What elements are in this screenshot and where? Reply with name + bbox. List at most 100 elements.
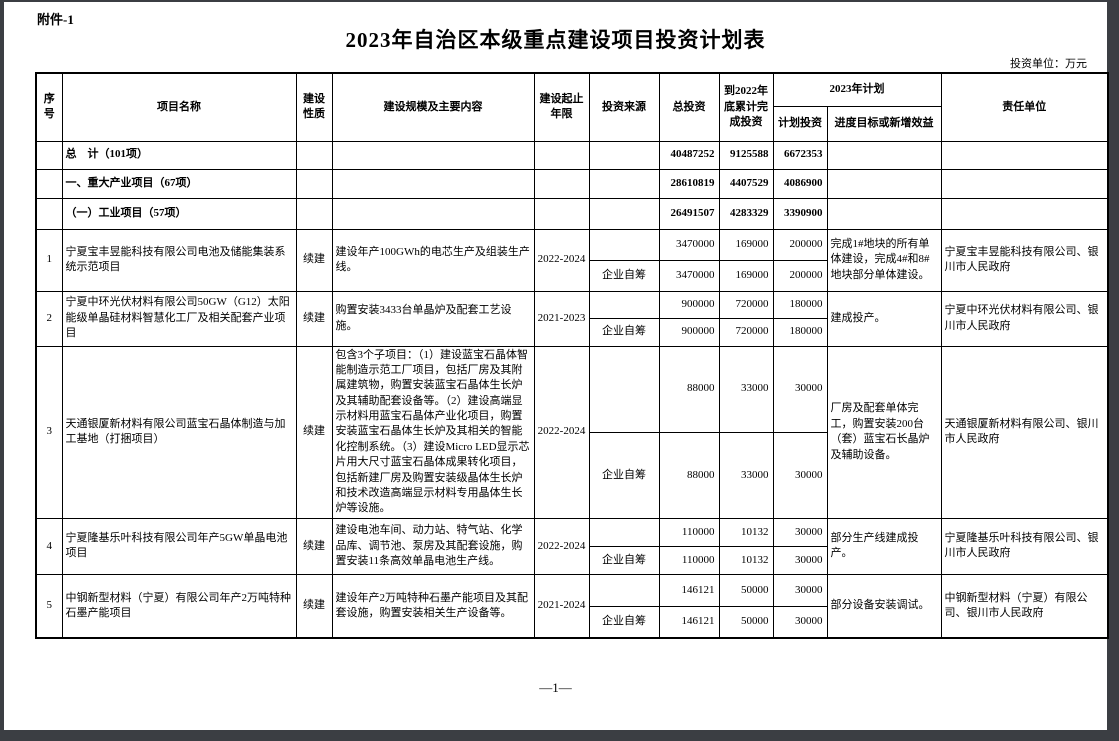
project-row: 1 宁夏宝丰昱能科技有限公司电池及储能集装系统示范项目 续建 建设年产100GW… xyxy=(35,228,1109,292)
cell-index: 4 xyxy=(35,517,63,575)
cell-index xyxy=(35,140,63,170)
cell-responsible-unit: 宁夏宝丰昱能科技有限公司、银川市人民政府 xyxy=(940,228,1109,292)
project-row: 2 宁夏中环光伏材料有限公司50GW（G12）太阳能级单晶硅材料智慧化工厂及相关… xyxy=(35,290,1109,347)
cell-responsible-unit xyxy=(940,197,1109,230)
cell-planned-investment: 30000 xyxy=(772,345,828,433)
page-number: —1— xyxy=(539,680,572,695)
cell-completed-by-2022: 33000 xyxy=(718,345,774,433)
col-header-project-name: 项目名称 xyxy=(61,72,297,142)
cell-years: 2021-2024 xyxy=(533,573,590,639)
cell-source: 企业自筹 xyxy=(588,259,660,292)
col-header-total-investment: 总投资 xyxy=(658,72,720,142)
cell-completed-by-2022: 33000 xyxy=(718,431,774,519)
cell-planned-investment: 6672353 xyxy=(772,140,828,170)
project-row: 3 天通银厦新材料有限公司蓝宝石晶体制造与加工基地（打捆项目） 续建 包含3个子… xyxy=(35,345,1109,519)
cell-source xyxy=(588,345,660,433)
cell-index: 3 xyxy=(35,345,63,519)
cell-source: 企业自筹 xyxy=(588,545,660,575)
summary-row-total: 总 计（101项） 40487252 9125588 6672353 xyxy=(35,140,1109,170)
cell-source xyxy=(588,573,660,607)
cell-scale: 建设电池车间、动力站、特气站、化学品库、调节池、泵房及其配套设施，购置安装11条… xyxy=(331,517,535,575)
cell-completed-by-2022: 4407529 xyxy=(718,168,774,199)
cell-completed-by-2022: 169000 xyxy=(718,259,774,292)
cell-completed-by-2022: 9125588 xyxy=(718,140,774,170)
cell-completed-by-2022: 50000 xyxy=(718,605,774,639)
cell-total-investment: 26491507 xyxy=(658,197,720,230)
col-header-source: 投资来源 xyxy=(588,72,660,142)
cell-planned-investment: 200000 xyxy=(772,228,828,261)
cell-scale: 包含3个子项目：（1）建设蓝宝石晶体智能制造示范工厂项目，包括厂房及其附属建筑物… xyxy=(331,345,535,519)
cell-total-investment: 3470000 xyxy=(658,228,720,261)
cell-progress-target xyxy=(826,197,942,230)
cell-source xyxy=(588,228,660,261)
cell-scale xyxy=(331,197,535,230)
cell-scale xyxy=(331,168,535,199)
col-header-index: 序号 xyxy=(35,72,63,142)
cell-total-investment: 28610819 xyxy=(658,168,720,199)
cell-total-investment: 110000 xyxy=(658,517,720,547)
cell-scale: 购置安装3433台单晶炉及配套工艺设施。 xyxy=(331,290,535,347)
header-row-1: 序号 项目名称 建设性质 建设规模及主要内容 建设起止年限 投资来源 总投资 到… xyxy=(35,72,1109,142)
cell-planned-investment: 30000 xyxy=(772,545,828,575)
project-subrow: 企业自筹 88000 33000 30000 xyxy=(36,431,1108,519)
cell-summary-name: （一）工业项目（57项） xyxy=(61,197,297,230)
project-subrow: 企业自筹 146121 50000 30000 xyxy=(36,605,1108,639)
cell-project-name: 宁夏宝丰昱能科技有限公司电池及储能集装系统示范项目 xyxy=(61,228,297,292)
cell-index: 2 xyxy=(35,290,63,347)
cell-index: 1 xyxy=(35,228,63,292)
cell-responsible-unit xyxy=(940,168,1109,199)
cell-source xyxy=(588,168,660,199)
cell-responsible-unit: 宁夏隆基乐叶科技有限公司、银川市人民政府 xyxy=(940,517,1109,575)
cell-source xyxy=(588,140,660,170)
cell-completed-by-2022: 10132 xyxy=(718,517,774,547)
cell-years: 2022-2024 xyxy=(533,517,590,575)
cell-total-investment: 110000 xyxy=(658,545,720,575)
project-subrow: 企业自筹 3470000 169000 200000 xyxy=(36,259,1108,292)
project-row: 5 中钢新型材料（宁夏）有限公司年产2万吨特种石墨产能项目 续建 建设年产2万吨… xyxy=(35,573,1109,639)
col-header-responsible-unit: 责任单位 xyxy=(940,72,1109,142)
col-header-scale: 建设规模及主要内容 xyxy=(331,72,535,142)
cell-planned-investment: 30000 xyxy=(772,517,828,547)
cell-years xyxy=(533,168,590,199)
cell-nature: 续建 xyxy=(295,228,333,292)
cell-completed-by-2022: 720000 xyxy=(718,317,774,347)
cell-project-name: 宁夏中环光伏材料有限公司50GW（G12）太阳能级单晶硅材料智慧化工厂及相关配套… xyxy=(61,290,297,347)
cell-nature: 续建 xyxy=(295,517,333,575)
cell-responsible-unit: 中钢新型材料（宁夏）有限公司、银川市人民政府 xyxy=(940,573,1109,639)
cell-project-name: 中钢新型材料（宁夏）有限公司年产2万吨特种石墨产能项目 xyxy=(61,573,297,639)
cell-source: 企业自筹 xyxy=(588,605,660,639)
cell-responsible-unit: 宁夏中环光伏材料有限公司、银川市人民政府 xyxy=(940,290,1109,347)
cell-years: 2022-2024 xyxy=(533,228,590,292)
header-row-2: 计划投资 进度目标或新增效益 xyxy=(36,105,1108,142)
col-header-years: 建设起止年限 xyxy=(533,72,590,142)
cell-index: 5 xyxy=(35,573,63,639)
attachment-label: 附件-1 xyxy=(37,12,74,27)
cell-project-name: 宁夏隆基乐叶科技有限公司年产5GW单晶电池项目 xyxy=(61,517,297,575)
cell-progress-target: 完成1#地块的所有单体建设，完成4#和8#地块部分单体建设。 xyxy=(826,228,942,292)
cell-total-investment: 146121 xyxy=(658,605,720,639)
cell-total-investment: 900000 xyxy=(658,317,720,347)
cell-total-investment: 88000 xyxy=(658,431,720,519)
cell-completed-by-2022: 169000 xyxy=(718,228,774,261)
cell-nature xyxy=(295,140,333,170)
col-header-nature: 建设性质 xyxy=(295,72,333,142)
cell-nature: 续建 xyxy=(295,290,333,347)
cell-responsible-unit: 天通银厦新材料有限公司、银川市人民政府 xyxy=(940,345,1109,519)
cell-completed-by-2022: 4283329 xyxy=(718,197,774,230)
cell-responsible-unit xyxy=(940,140,1109,170)
col-header-planned-investment: 计划投资 xyxy=(772,105,828,142)
cell-summary-name: 一、重大产业项目（67项） xyxy=(61,168,297,199)
cell-years: 2022-2024 xyxy=(533,345,590,519)
cell-total-investment: 900000 xyxy=(658,290,720,319)
cell-progress-target: 厂房及配套单体完工，购置安装200台（套）蓝宝石长晶炉及辅助设备。 xyxy=(826,345,942,519)
cell-planned-investment: 4086900 xyxy=(772,168,828,199)
cell-progress-target xyxy=(826,168,942,199)
cell-planned-investment: 30000 xyxy=(772,605,828,639)
cell-scale: 建设年产2万吨特种石墨产能项目及其配套设施，购置安装相关生产设备等。 xyxy=(331,573,535,639)
cell-index xyxy=(35,168,63,199)
cell-planned-investment: 200000 xyxy=(772,259,828,292)
cell-planned-investment: 180000 xyxy=(772,317,828,347)
cell-progress-target: 部分生产线建成投产。 xyxy=(826,517,942,575)
cell-planned-investment: 180000 xyxy=(772,290,828,319)
